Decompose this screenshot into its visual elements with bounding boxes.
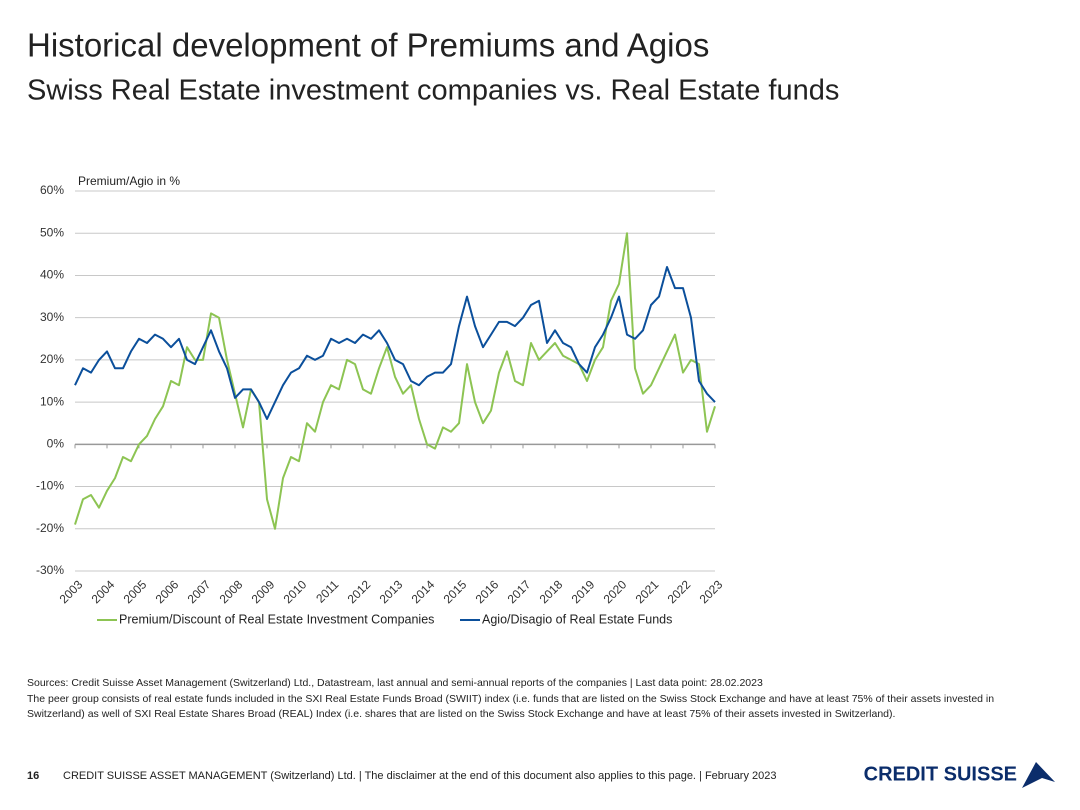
x-tick-label: 2017 [505, 577, 534, 606]
line-series [74, 232, 716, 530]
x-tick-label: 2004 [89, 577, 118, 606]
note: Switzerland) as well of SXI Real Estate … [27, 708, 895, 720]
y-tick-label: -20% [36, 521, 64, 535]
x-tick-label: 2019 [569, 577, 598, 606]
y-tick-label: -30% [36, 563, 64, 577]
x-tick-label: 2011 [313, 577, 341, 605]
y-tick-label: 50% [40, 225, 64, 239]
y-tick-label: -10% [36, 479, 64, 493]
y-tick-label: 0% [47, 437, 65, 451]
y-tick-label: 60% [40, 183, 64, 197]
x-tick-label: 2009 [249, 577, 278, 606]
x-tick-label: 2020 [601, 577, 630, 606]
plot: -30% -20% -10% 0% 10% 20% 30% 40% 50% 60% 2003 2004… [36, 183, 726, 626]
x-tick-label: 2012 [345, 577, 374, 606]
y-tick-label: 10% [40, 394, 64, 408]
page-number: 16 [27, 770, 39, 782]
x-tick-label: 2015 [441, 577, 470, 606]
x-tick-label: 2007 [185, 577, 214, 606]
y-axis-label: Premium/Agio in % [78, 174, 180, 188]
x-tick-label: 2003 [57, 577, 86, 606]
x-tick-label: 2010 [281, 577, 310, 606]
x-tick-label: 2014 [409, 577, 438, 606]
line-series [74, 266, 716, 420]
legend-label: Agio/Disagio of Real Estate Funds [482, 612, 672, 626]
y-tick-label: 40% [40, 268, 64, 282]
footer-text: CREDIT SUISSE ASSET MANAGEMENT (Switzerl… [63, 770, 777, 782]
logo-text: CREDIT SUISSE [864, 763, 1017, 785]
chart-subtitle: Swiss Real Estate investment companies v… [27, 75, 839, 107]
x-tick-label: 2008 [217, 577, 246, 606]
x-tick-label: 2005 [121, 577, 150, 606]
y-tick-label: 30% [40, 310, 64, 324]
x-tick-label: 2021 [633, 577, 662, 606]
x-tick-label: 2016 [473, 577, 502, 606]
x-tick-label: 2023 [697, 577, 726, 606]
legend-label: Premium/Discount of Real Estate Investme… [119, 612, 434, 626]
note: The peer group consists of real estate f… [27, 693, 994, 705]
x-tick-label: 2018 [537, 577, 566, 606]
sources: Sources: Credit Suisse Asset Management … [27, 677, 763, 689]
chart-title: Historical development of Premiums and A… [27, 27, 709, 64]
x-tick-label: 2013 [377, 577, 406, 606]
y-tick-label: 20% [40, 352, 64, 366]
logo-sail [1022, 762, 1055, 788]
x-tick-label: 2006 [153, 577, 182, 606]
x-tick-label: 2022 [665, 577, 694, 606]
